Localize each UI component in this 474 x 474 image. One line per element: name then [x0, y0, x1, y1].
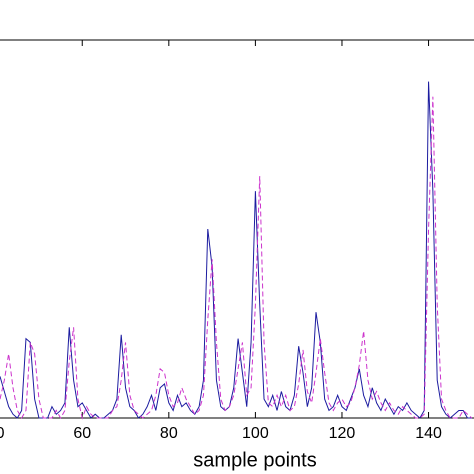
series-line: [0, 81, 472, 419]
x-tick-label: 140: [415, 425, 442, 442]
x-axis-label: sample points: [193, 449, 316, 471]
x-tick-label: 60: [73, 425, 91, 442]
x-tick-label: 100: [242, 425, 269, 442]
x-tick-label: 80: [160, 425, 178, 442]
x-tick-label: 40: [0, 425, 5, 442]
x-tick-label: 120: [329, 425, 356, 442]
series-line: [0, 96, 473, 420]
